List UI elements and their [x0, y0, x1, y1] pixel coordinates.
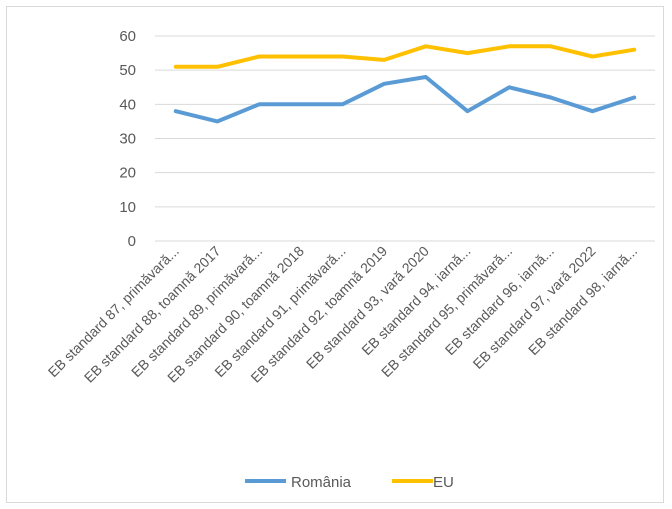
x-axis: EB standard 87, primăvară...EB standard …: [45, 243, 641, 386]
legend-label: România: [291, 474, 352, 491]
y-tick-label: 30: [119, 131, 136, 148]
chart-area: [6, 6, 664, 503]
y-tick-label: 40: [119, 96, 136, 113]
legend-label: EU: [433, 474, 454, 491]
legend: România EU: [245, 474, 454, 491]
y-axis: 0 10 20 30 40 50 60: [119, 28, 136, 250]
y-tick-label: 10: [119, 199, 136, 216]
series-line-0: [173, 75, 637, 124]
gridlines: [155, 35, 655, 242]
series-lines: [173, 44, 637, 124]
y-tick-label: 0: [128, 233, 136, 250]
y-tick-label: 50: [119, 62, 136, 79]
y-tick-label: 20: [119, 165, 136, 182]
y-tick-label: 60: [119, 28, 136, 45]
series-line-1: [173, 44, 637, 69]
